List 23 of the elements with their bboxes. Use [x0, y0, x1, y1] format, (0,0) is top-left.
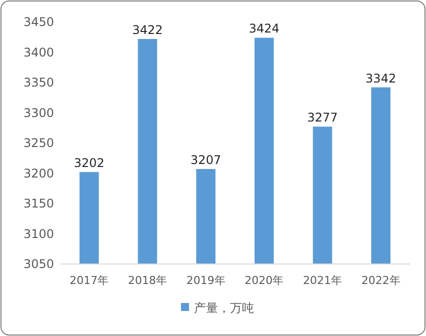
y-tick-label: 3250 — [23, 136, 54, 150]
data-label: 3342 — [366, 71, 396, 86]
x-tick-label: 2020年 — [244, 274, 284, 287]
data-label: 3422 — [132, 22, 163, 37]
y-tick-label: 3050 — [23, 257, 54, 271]
data-label: 3424 — [248, 22, 280, 36]
data-label: 3207 — [190, 153, 222, 168]
x-tick-label: 2018年 — [128, 274, 167, 287]
y-tick-label: 3350 — [23, 76, 54, 90]
y-tick-label: 3100 — [23, 226, 54, 241]
x-tick-label: 2022年 — [361, 274, 400, 287]
x-tick-label: 2017年 — [70, 274, 109, 287]
x-tick-label: 2019年 — [186, 274, 226, 287]
y-tick-label: 3450 — [23, 15, 54, 29]
y-tick-label: 3400 — [23, 45, 54, 60]
data-label: 3202 — [74, 156, 104, 170]
x-tick-label: 2021年 — [303, 274, 342, 287]
y-tick-label: 3300 — [23, 106, 54, 120]
legend-label: 产量，万吨 — [194, 301, 254, 315]
data-label: 3277 — [307, 110, 338, 125]
y-tick-label: 3150 — [23, 196, 54, 210]
y-tick-label: 3200 — [23, 166, 54, 180]
legend: 产量，万吨 — [181, 301, 254, 315]
